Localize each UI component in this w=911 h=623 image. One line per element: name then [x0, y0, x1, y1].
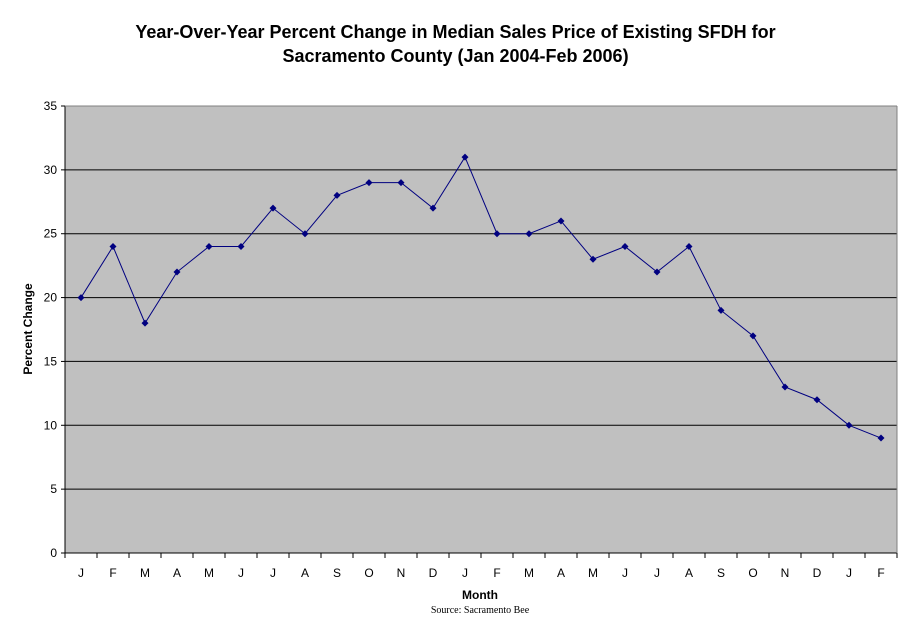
- y-tick-label: 5: [50, 482, 57, 496]
- x-tick-label: A: [173, 566, 181, 580]
- x-tick-label: M: [588, 566, 598, 580]
- y-tick-label: 15: [44, 354, 58, 368]
- data-point: [429, 204, 437, 212]
- x-tick-label: J: [622, 566, 628, 580]
- x-tick-label: F: [877, 566, 884, 580]
- data-points: [77, 153, 885, 442]
- data-point: [717, 306, 725, 314]
- chart-title-line-1: Year-Over-Year Percent Change in Median …: [135, 22, 776, 42]
- data-point: [109, 242, 117, 250]
- x-tick-label: M: [140, 566, 150, 580]
- data-point: [525, 230, 533, 238]
- data-point: [365, 179, 373, 187]
- y-tick-label: 10: [44, 418, 58, 432]
- chart-title-line-2: Sacramento County (Jan 2004-Feb 2006): [282, 46, 629, 66]
- x-tick-label: N: [397, 566, 406, 580]
- x-tick-label: A: [557, 566, 565, 580]
- chart-title: Year-Over-Year Percent Change in Median …: [0, 20, 911, 68]
- data-point: [269, 204, 277, 212]
- x-tick-label: M: [204, 566, 214, 580]
- x-tick-label: A: [685, 566, 693, 580]
- y-axis-ticks: 0 5 10 15 20 25 30 35: [44, 99, 65, 560]
- x-tick-label: D: [813, 566, 822, 580]
- x-axis-label: Month: [462, 588, 498, 602]
- x-tick-label: J: [654, 566, 660, 580]
- data-point: [301, 230, 309, 238]
- data-point: [205, 242, 213, 250]
- x-tick-label: N: [781, 566, 790, 580]
- data-point: [173, 268, 181, 276]
- x-tick-label: S: [333, 566, 341, 580]
- y-tick-label: 0: [50, 546, 57, 560]
- x-tick-label: F: [109, 566, 116, 580]
- data-point: [749, 332, 757, 340]
- data-point: [685, 242, 693, 250]
- x-tick-label: O: [748, 566, 757, 580]
- data-point: [781, 383, 789, 391]
- data-point: [493, 230, 501, 238]
- data-point: [653, 268, 661, 276]
- x-tick-label: J: [270, 566, 276, 580]
- data-point: [397, 179, 405, 187]
- x-tick-label: S: [717, 566, 725, 580]
- series-line: [80, 156, 882, 439]
- y-axis-label: Percent Change: [21, 283, 35, 375]
- data-point: [461, 153, 469, 161]
- y-tick-label: 30: [44, 163, 58, 177]
- data-point: [621, 242, 629, 250]
- data-point: [877, 434, 885, 442]
- plot-area: [65, 106, 897, 553]
- source-note: Source: Sacramento Bee: [430, 605, 530, 616]
- data-point: [813, 396, 821, 404]
- x-tick-label: A: [301, 566, 309, 580]
- data-point: [845, 421, 853, 429]
- data-point: [589, 255, 597, 263]
- x-tick-label: J: [462, 566, 468, 580]
- data-point: [237, 242, 245, 250]
- data-point: [77, 294, 85, 302]
- x-tick-label: M: [524, 566, 534, 580]
- y-tick-label: 35: [44, 99, 58, 113]
- x-tick-label: O: [364, 566, 373, 580]
- x-tick-label: J: [846, 566, 852, 580]
- x-tick-label: D: [429, 566, 438, 580]
- data-point: [141, 319, 149, 327]
- data-point: [557, 217, 565, 225]
- x-tick-label: F: [493, 566, 500, 580]
- x-tick-label: J: [238, 566, 244, 580]
- data-point: [333, 191, 341, 199]
- y-tick-label: 25: [44, 227, 58, 241]
- x-tick-label: J: [78, 566, 84, 580]
- y-tick-label: 20: [44, 291, 58, 305]
